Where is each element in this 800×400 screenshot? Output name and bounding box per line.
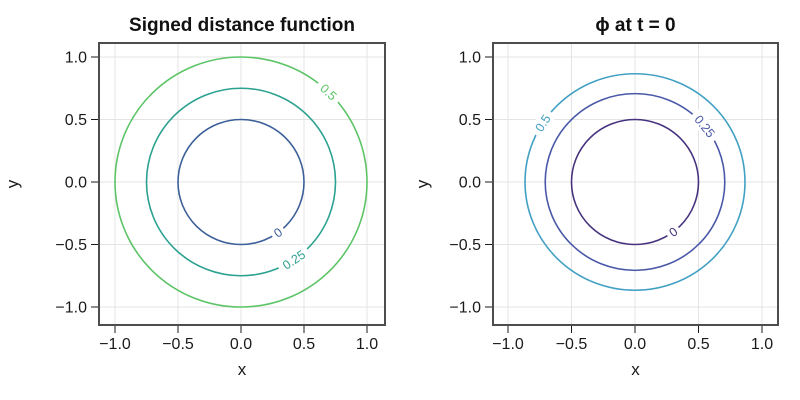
y-tick-label: −0.5 <box>449 237 481 254</box>
contour-label-group: 0.5 <box>529 107 557 139</box>
contour-line-0 <box>177 118 305 246</box>
contour-line-0.5 <box>524 72 746 292</box>
contour-label-gap <box>268 222 289 243</box>
contour-label-group: 0 <box>663 221 684 243</box>
contour-plot-phi-t0: −1.0 −0.5 0.0 0.5 1.0 1.0 0.5 0.0 −0.5 −1.0 ϕ at t… <box>413 15 779 379</box>
contour-label-group: 0.25 <box>275 243 313 276</box>
x-tick-label: −0.5 <box>162 336 194 353</box>
plot-frame <box>98 42 386 326</box>
x-tick-label: 0.5 <box>293 336 315 353</box>
y-tick-label: 0.5 <box>65 112 87 129</box>
contour-label-gap <box>313 77 344 107</box>
y-tick-label: 1.0 <box>459 50 481 67</box>
y-tick-label: 0.0 <box>459 175 481 192</box>
y-axis-label: y <box>413 179 432 188</box>
x-axis-label: x <box>238 360 247 379</box>
contour-label-gap <box>275 243 313 276</box>
x-axis-label: x <box>631 360 640 379</box>
contour-line-0.25 <box>544 92 726 272</box>
contour-label-gap <box>688 108 722 145</box>
x-tick-label: −1.0 <box>492 336 524 353</box>
plot-title: Signed distance function <box>129 15 355 36</box>
y-tick-label: 0.0 <box>65 175 87 192</box>
x-tick-label: 1.0 <box>356 336 378 353</box>
contour-label-group: 0 <box>268 222 289 243</box>
y-tick-label: 1.0 <box>65 50 87 67</box>
y-tick-label: −0.5 <box>55 237 87 254</box>
contour-line-0.25 <box>145 87 337 277</box>
x-tick-label: 0.0 <box>230 336 252 353</box>
x-tick-label: −0.5 <box>556 336 588 353</box>
contour-plot-signed-distance: −1.0 −0.5 0.0 0.5 1.0 1.0 0.5 0.0 −0.5 −1.0 Signed… <box>3 15 386 379</box>
contour-label-gap <box>663 221 684 243</box>
y-tick-label: −1.0 <box>55 300 87 317</box>
x-tick-label: −1.0 <box>99 336 131 353</box>
plot-title: ϕ at t = 0 <box>595 15 675 36</box>
contour-label-gap <box>529 107 557 139</box>
y-tick-label: −1.0 <box>449 300 481 317</box>
contour-line-0.5 <box>114 56 368 308</box>
x-tick-label: 0.5 <box>687 336 709 353</box>
y-axis-label: y <box>3 179 22 188</box>
plot-frame <box>492 42 779 326</box>
x-tick-label: 1.0 <box>751 336 773 353</box>
y-tick-label: 0.5 <box>459 112 481 129</box>
x-tick-label: 0.0 <box>624 336 646 353</box>
contour-line-0 <box>570 118 700 246</box>
